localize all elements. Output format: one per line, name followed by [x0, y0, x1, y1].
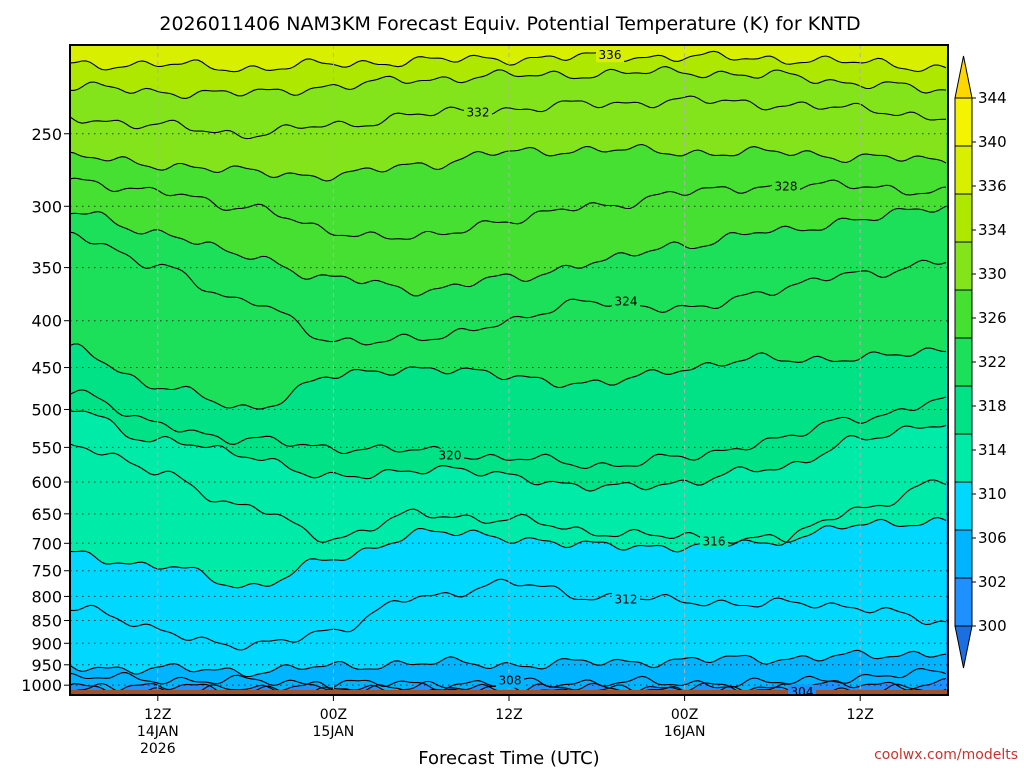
colorbar-label-334: 334	[978, 221, 1007, 239]
contour-line-336	[70, 50, 947, 73]
contour-label-bg-328	[772, 179, 800, 194]
contour-label-328: 328	[775, 179, 798, 193]
x-tick-year-0: 2026	[140, 741, 176, 757]
contour-label-bg-312	[612, 592, 640, 607]
contour-line-322	[70, 343, 947, 410]
colorbar-swatch-3	[954, 241, 973, 291]
y-tick-label-750: 750	[31, 562, 62, 581]
y-tick-label-550: 550	[31, 438, 62, 457]
y-tick-label-250: 250	[31, 125, 62, 144]
contour-line-334	[70, 66, 947, 99]
colorbar-swatch-9	[954, 529, 973, 579]
y-tick-label-450: 450	[31, 359, 62, 378]
contour-line-312	[70, 578, 947, 651]
contour-label-bg-304	[788, 684, 816, 695]
y-tick-label-300: 300	[31, 197, 62, 216]
x-tick-date-0: 14JAN	[137, 724, 179, 740]
colorbar-swatch-4	[954, 289, 973, 339]
contour-label-bg-332	[464, 105, 492, 120]
x-tick-date-1: 15JAN	[313, 724, 355, 740]
chart-title: 2026011406 NAM3KM Forecast Equiv. Potent…	[159, 13, 860, 35]
colorbar-swatch-10	[954, 577, 973, 627]
colorbar-top-arrow	[954, 55, 973, 99]
colorbar-swatch-1	[954, 145, 973, 195]
colorbar-label-318: 318	[978, 397, 1007, 415]
colorbar-label-314: 314	[978, 441, 1007, 459]
y-tick-label-500: 500	[31, 400, 62, 419]
contour-label-312: 312	[615, 592, 638, 606]
colorbar-swatch-2	[954, 193, 973, 243]
colorbar-label-330: 330	[978, 265, 1007, 283]
x-tick-label-0: 12Z	[144, 707, 171, 723]
contour-line-324	[70, 231, 947, 346]
contour-label-332: 332	[467, 106, 490, 120]
colorbar-swatch-6	[954, 385, 973, 435]
colorbar-label-302: 302	[978, 573, 1007, 591]
colorbar-label-340: 340	[978, 133, 1007, 151]
colorbar-label-336: 336	[978, 177, 1007, 195]
y-tick-label-400: 400	[31, 312, 62, 331]
contour-line-330	[70, 143, 947, 182]
colorbar-swatch-8	[954, 481, 973, 531]
colorbar: 344 340 336 334 330 326 322 318 314 310 306 302 300	[954, 55, 1007, 669]
contour-label-bg-324	[612, 294, 640, 309]
contour-line-310	[70, 649, 947, 678]
contour-label-bg-336	[596, 48, 624, 63]
credit-text: coolwx.com/modelts	[874, 747, 1018, 763]
contour-line-320	[70, 389, 947, 470]
ground-layer	[70, 689, 948, 695]
colorbar-label-326: 326	[978, 309, 1007, 327]
x-tick-label-3: 00Z	[671, 707, 698, 723]
contour-line-316	[70, 443, 947, 547]
y-tick-label-900: 900	[31, 634, 62, 653]
colorbar-swatch-5	[954, 337, 973, 387]
contour-label-304: 304	[791, 685, 814, 699]
colorbar-label-310: 310	[978, 485, 1007, 503]
y-tick-label-1000: 1000	[21, 676, 62, 695]
ground-fill	[70, 689, 948, 695]
y-tick-label-650: 650	[31, 505, 62, 524]
contour-labels: 304 308 312 316 320 324 328 332 336	[436, 48, 816, 699]
y-tick-label-800: 800	[31, 587, 62, 606]
x-tick-label-2: 12Z	[495, 707, 522, 723]
fill-band-336	[70, 45, 948, 72]
y-tick-label-600: 600	[31, 473, 62, 492]
contour-label-bg-308	[496, 673, 524, 688]
x-tick-label-4: 12Z	[846, 707, 873, 723]
y-tick-label-850: 850	[31, 612, 62, 631]
x-axis-label: Forecast Time (UTC)	[418, 748, 599, 768]
contour-line-332	[70, 95, 946, 140]
y-axis: 250 300 350 400 450 500 550 600 650 700 750 800 850 9…	[21, 125, 70, 695]
x-tick-date-3: 16JAN	[664, 724, 706, 740]
colorbar-swatch-0	[954, 97, 973, 147]
contour-label-320: 320	[439, 449, 462, 463]
plot-area: 304 308 312 316 320 324 328 332 336	[70, 45, 948, 699]
contour-label-308: 308	[499, 674, 522, 688]
contour-label-324: 324	[615, 294, 638, 308]
contour-label-316: 316	[703, 534, 726, 548]
colorbar-bottom-arrow	[954, 625, 973, 669]
y-tick-label-700: 700	[31, 534, 62, 553]
colorbar-swatch-7	[954, 433, 973, 483]
colorbar-label-300: 300	[978, 617, 1007, 635]
colorbar-label-344: 344	[978, 89, 1007, 107]
contour-line-314	[70, 517, 947, 589]
contour-label-bg-320	[436, 448, 464, 463]
y-tick-label-350: 350	[31, 259, 62, 278]
x-tick-label-1: 00Z	[320, 707, 347, 723]
contour-line-318	[70, 410, 947, 492]
colorbar-label-322: 322	[978, 353, 1007, 371]
contour-line-326	[70, 205, 947, 297]
y-tick-label-950: 950	[31, 656, 62, 675]
colorbar-label-306: 306	[978, 529, 1007, 547]
contour-label-bg-316	[700, 534, 728, 549]
contour-label-336: 336	[599, 48, 622, 62]
